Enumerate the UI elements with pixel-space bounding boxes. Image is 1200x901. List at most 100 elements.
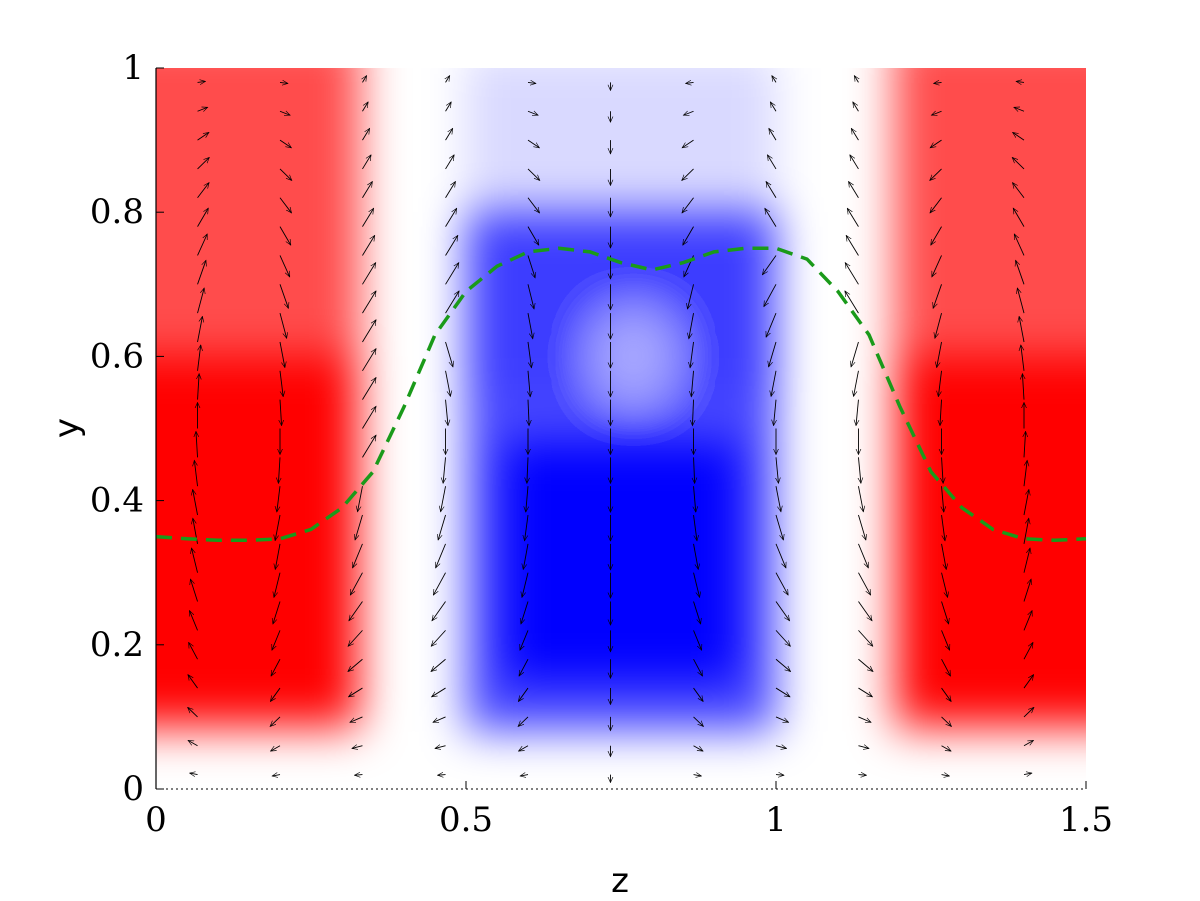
velocity-arrow [522,572,529,598]
velocity-arrow [941,745,951,752]
velocity-arrow [858,716,871,723]
velocity-arrow [518,716,529,727]
field-blob [593,311,674,402]
velocity-arrow [279,284,288,308]
velocity-arrow [445,208,457,227]
velocity-arrow [188,707,198,718]
velocity-arrow [279,226,291,246]
velocity-arrow [1016,81,1025,82]
velocity-arrow [275,543,281,570]
y-tick-label: 0.8 [90,192,144,232]
velocity-arrow [443,457,445,483]
velocity-arrow [682,139,694,148]
velocity-arrows [188,76,1034,783]
velocity-arrow [362,263,375,285]
x-tick-label: 0.5 [439,800,493,840]
velocity-arrow [858,746,869,749]
velocity-arrow [445,370,451,397]
velocity-arrow [188,642,198,660]
velocity-arrow [769,128,777,141]
velocity-arrow [446,76,450,83]
velocity-arrow [191,548,198,573]
field-blob [156,356,355,717]
velocity-arrow [766,182,777,199]
velocity-arrow [527,341,531,368]
velocity-arrow [436,543,446,568]
velocity-arrow [362,406,376,429]
velocity-arrow [691,370,693,397]
velocity-arrow [772,76,776,83]
velocity-arrow [775,630,790,646]
velocity-arrow [766,312,777,337]
velocity-arrow [693,543,699,570]
velocity-arrow [853,102,859,112]
velocity-arrow [521,601,529,624]
velocity-arrow [445,291,460,314]
y-tick-label: 1 [122,48,144,88]
velocity-arrow [775,601,790,621]
field-blob [900,356,1086,717]
velocity-arrow [858,514,865,540]
velocity-arrow [279,139,291,148]
velocity-arrow [934,82,942,83]
velocity-arrow [353,543,363,568]
velocity-arrow [1012,183,1025,199]
velocity-arrow [348,630,363,646]
velocity-arrow [197,132,209,141]
velocity-arrow [851,128,859,141]
velocity-arrow [432,601,446,621]
velocity-arrow [196,431,198,458]
velocity-arrow [527,197,540,213]
velocity-arrow [270,687,281,701]
velocity-arrow [274,572,281,598]
velocity-arrow [1013,208,1025,227]
velocity-arrow [197,316,203,343]
velocity-arrow [1023,707,1034,718]
velocity-arrow [275,514,281,541]
velocity-arrow [445,102,452,112]
velocity-arrow [1023,739,1033,747]
velocity-arrow [941,630,950,650]
velocity-arrow [858,572,872,595]
velocity-arrow [527,82,536,83]
velocity-arrow [362,76,366,83]
velocity-arrow [686,82,694,83]
velocity-arrow [849,182,859,199]
y-tick-label: 0.4 [90,481,144,521]
velocity-arrow [362,349,376,372]
velocity-arrow [197,157,210,170]
velocity-arrow [197,260,206,285]
velocity-arrow [941,687,952,701]
velocity-arrow [528,399,529,426]
velocity-arrow [774,399,776,426]
velocity-arrow [775,514,783,540]
velocity-arrow [362,235,374,256]
velocity-arrow [694,486,696,512]
velocity-arrow [769,341,777,367]
velocity-arrow [272,775,281,776]
velocity-arrow [197,288,205,314]
velocity-arrow [941,543,947,570]
velocity-arrow [693,601,701,624]
velocity-arrow [520,630,529,650]
velocity-arrow [355,775,363,776]
velocity-arrow [362,182,372,199]
velocity-arrow [1023,489,1029,516]
axis-ticks: 0 0.5 1 1.5 0 0.2 0.4 0.6 0.8 1 [90,48,1113,840]
velocity-arrow [854,76,858,83]
velocity-arrow [858,601,872,621]
velocity-arrow [358,486,363,512]
velocity-arrow [270,716,281,727]
velocity-arrow [775,775,784,776]
velocity-arrow [1021,345,1025,371]
velocity-arrow [526,486,528,512]
velocity-arrow [941,514,945,541]
velocity-arrow [930,168,942,180]
velocity-arrow [518,659,529,676]
velocity-arrow [858,687,872,697]
velocity-arrow [930,197,942,213]
velocity-arrow [935,313,942,338]
velocity-arrow [198,374,200,400]
velocity-arrow [854,370,859,397]
velocity-arrow [762,255,777,274]
